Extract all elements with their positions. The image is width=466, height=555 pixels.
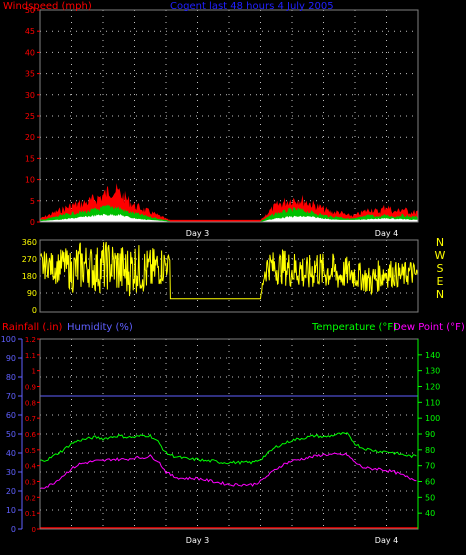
humidity-axis-label: Humidity (%) (67, 322, 133, 333)
direction-y-tick-label: 270 (22, 255, 37, 264)
rainfall-tick-label: 0.4 (25, 463, 37, 471)
temperature-tick-label: 130 (425, 367, 440, 376)
humidity-tick-label: 70 (6, 392, 16, 401)
wind-axis-label: Windspeed (mph) (3, 1, 92, 12)
humidity-tick-label: 20 (6, 487, 16, 496)
climate-series (39, 395, 418, 530)
humidity-tick-label: 90 (6, 354, 16, 363)
wind-avg-area (40, 204, 418, 222)
temperature-tick-label: 110 (425, 398, 440, 407)
humidity-tick-label: 80 (6, 373, 16, 382)
temperature-tick-label: 50 (425, 493, 435, 502)
wind-y-tick-label: 25 (25, 112, 35, 121)
wind-x-tick-label: Day 4 (375, 229, 398, 238)
climate-x-tick-label: Day 3 (186, 536, 209, 545)
direction-series (39, 241, 419, 300)
climate-x-axis: Day 3 Day 4 (186, 536, 398, 545)
direction-compass-label: W (435, 249, 446, 262)
rainfall-tick-label: 0 (32, 526, 36, 534)
temperature-line (39, 432, 417, 465)
wind-y-tick-label: 35 (25, 70, 35, 79)
wind-y-tick-label: 10 (25, 176, 35, 185)
rainfall-tick-label: 0.9 (25, 384, 36, 392)
direction-compass-label: E (437, 275, 444, 288)
humidity-tick-label: 60 (6, 411, 16, 420)
direction-y-axis: 0 90 180 270 360 (22, 238, 37, 315)
wind-panel: 0 5 10 15 20 25 30 35 40 45 50 Day 3 Day 4 Windspee… (3, 1, 419, 238)
direction-compass-label: N (436, 236, 444, 249)
humidity-tick-label: 10 (6, 506, 16, 515)
humidity-tick-label: 100 (1, 335, 16, 344)
wind-x-axis: Day 3 Day 4 (186, 229, 398, 238)
temperature-tick-label: 90 (425, 430, 435, 439)
rainfall-tick-label: 0.1 (25, 510, 36, 518)
climate-axes: 0 10 20 30 40 50 60 70 80 90 100 0 0.1 0.2 0.3 0.4 0.5 0.… (1, 335, 441, 534)
wind-y-tick-label: 30 (25, 91, 35, 100)
rainfall-tick-label: 0.2 (25, 494, 36, 502)
wind-low-area (40, 213, 418, 222)
direction-y-tick-label: 180 (22, 272, 37, 281)
wind-y-tick-label: 5 (30, 197, 35, 206)
climate-panel: 0 10 20 30 40 50 60 70 80 90 100 0 0.1 0.2 0.3 0.4 0.5 0.… (1, 322, 465, 545)
rainfall-tick-label: 0.6 (25, 431, 37, 439)
temperature-tick-label: 80 (425, 446, 435, 455)
humidity-tick-label: 0 (11, 525, 16, 534)
direction-compass-label: S (437, 262, 444, 275)
wind-y-tick-label: 0 (30, 218, 35, 227)
temperature-tick-label: 120 (425, 383, 440, 392)
direction-line (39, 241, 419, 300)
wind-series (40, 183, 418, 222)
humidity-tick-label: 30 (6, 468, 16, 477)
rainfall-tick-label: 0.3 (25, 479, 36, 487)
direction-frame (39, 239, 419, 313)
direction-y-tick-label: 360 (22, 238, 37, 247)
rainfall-tick-label: 0.8 (25, 399, 36, 407)
temperature-tick-label: 140 (425, 351, 440, 360)
rainfall-tick-label: 0.5 (25, 447, 36, 455)
direction-y-tick-label: 90 (27, 289, 37, 298)
rainfall-tick-label: 1 (32, 368, 36, 376)
direction-y-tick-label: 0 (32, 306, 37, 315)
temperature-tick-label: 40 (425, 509, 435, 518)
wind-y-tick-label: 40 (25, 48, 35, 57)
wind-y-tick-label: 20 (25, 133, 35, 142)
temperature-tick-label: 70 (425, 462, 435, 471)
rainfall-tick-label: 1.1 (25, 352, 36, 360)
temperature-tick-label: 100 (425, 414, 440, 423)
rainfall-axis-label: Rainfall (.in) (2, 322, 63, 333)
wind-y-tick-label: 45 (25, 27, 35, 36)
climate-x-tick-label: Day 4 (375, 536, 398, 545)
temperature-tick-label: 60 (425, 478, 435, 487)
rainfall-tick-label: 1.2 (25, 336, 36, 344)
humidity-tick-label: 50 (6, 430, 16, 439)
dewpoint-axis-label: Dew Point (°F) (393, 322, 465, 333)
wind-gust-area (40, 183, 418, 222)
wind-x-tick-label: Day 3 (186, 229, 209, 238)
dewpoint-line (39, 452, 417, 490)
direction-compass-label: N (436, 288, 444, 301)
humidity-tick-label: 40 (6, 449, 16, 458)
temperature-axis-label: Temperature (°F) (311, 322, 397, 333)
wind-y-tick-label: 15 (25, 154, 35, 163)
wind-y-tick-label: 50 (25, 6, 35, 15)
wind-y-axis: 0 5 10 15 20 25 30 35 40 45 50 (25, 6, 40, 227)
chart-title: Cogent last 48 hours 4 July 2005 (170, 1, 334, 12)
rainfall-tick-label: 0.7 (25, 415, 36, 423)
